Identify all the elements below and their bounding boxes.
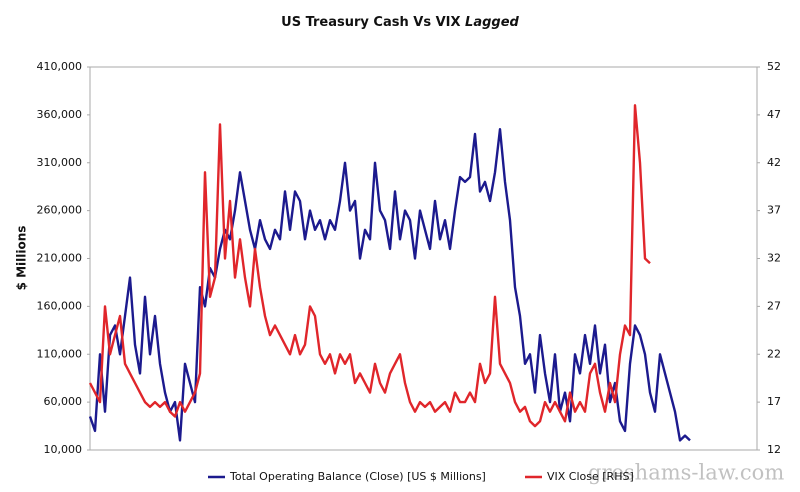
y2-tick-label: 27 bbox=[767, 299, 781, 312]
title-italic: Lagged bbox=[465, 15, 519, 30]
y2-tick-label: 42 bbox=[767, 156, 781, 169]
y-tick-label: 260,000 bbox=[37, 204, 83, 217]
series-line bbox=[88, 127, 691, 442]
legend-label: VIX Close [RHS] bbox=[547, 470, 634, 483]
chart-title: US Treasury Cash Vs VIX Lagged bbox=[281, 15, 519, 30]
y2-tick-label: 22 bbox=[767, 347, 781, 360]
legend-label: Total Operating Balance (Close) [US $ Mi… bbox=[229, 470, 486, 483]
y-tick-label: 60,000 bbox=[44, 395, 83, 408]
series-line bbox=[88, 104, 651, 428]
y-tick-label: 10,000 bbox=[44, 443, 83, 456]
watermark: greshams-law.com bbox=[588, 461, 784, 485]
y2-tick-label: 52 bbox=[767, 60, 781, 73]
y-tick-label: 410,000 bbox=[37, 60, 83, 73]
y-tick-label: 160,000 bbox=[37, 299, 83, 312]
y2-tick-label: 47 bbox=[767, 108, 781, 121]
y2-tick-label: 17 bbox=[767, 395, 781, 408]
title-main: US Treasury Cash Vs VIX bbox=[281, 15, 460, 30]
y-tick-label: 210,000 bbox=[37, 252, 83, 265]
y-tick-label: 360,000 bbox=[37, 108, 83, 121]
y-tick-label: 110,000 bbox=[37, 347, 83, 360]
y-tick-label: 310,000 bbox=[37, 156, 83, 169]
y-axis-label: $ Millions bbox=[15, 226, 29, 291]
y2-tick-label: 12 bbox=[767, 443, 781, 456]
y2-tick-label: 37 bbox=[767, 204, 781, 217]
y2-tick-label: 32 bbox=[767, 252, 781, 265]
